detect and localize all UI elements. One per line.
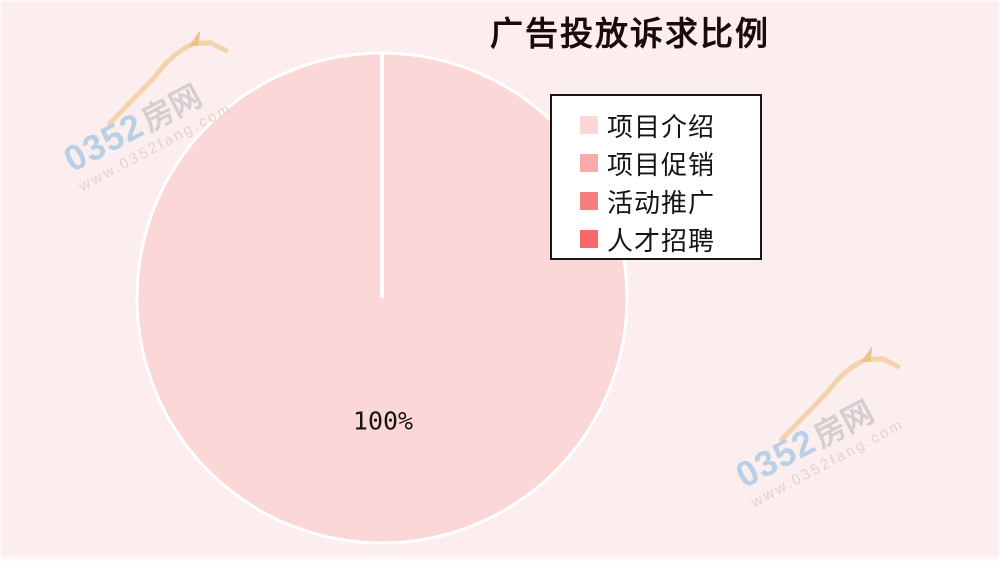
plot-area-bottom-edge [0, 556, 1000, 561]
car-logo-icon [779, 345, 901, 443]
watermark-brand-name: 房网 [808, 394, 880, 455]
legend-label: 活动推广 [607, 187, 716, 218]
legend-label: 人才招聘 [607, 225, 716, 256]
watermark-url: www.0352fang.com [748, 415, 908, 511]
legend-item: 项目介绍 [580, 106, 760, 144]
legend-item: 项目促销 [580, 144, 760, 182]
legend-item: 活动推广 [580, 182, 760, 220]
legend-item: 人才招聘 [580, 220, 760, 258]
legend-label: 项目促销 [607, 149, 716, 180]
legend-swatch [580, 154, 598, 172]
watermark-bottom-right: 0352房网 www.0352fang.com [712, 330, 941, 511]
legend-swatch [580, 116, 598, 134]
legend: 项目介绍 项目促销 活动推广 人才招聘 [550, 94, 762, 260]
legend-swatch [580, 230, 598, 248]
pie-chart [135, 51, 629, 545]
watermark-brand-number: 0352 [728, 420, 823, 496]
legend-swatch [580, 192, 598, 210]
chart-title: 广告投放诉求比例 [490, 15, 770, 52]
legend-label: 项目介绍 [607, 111, 716, 142]
watermark-brand: 0352房网 [728, 364, 932, 496]
pie-data-label: 100% [352, 406, 414, 436]
